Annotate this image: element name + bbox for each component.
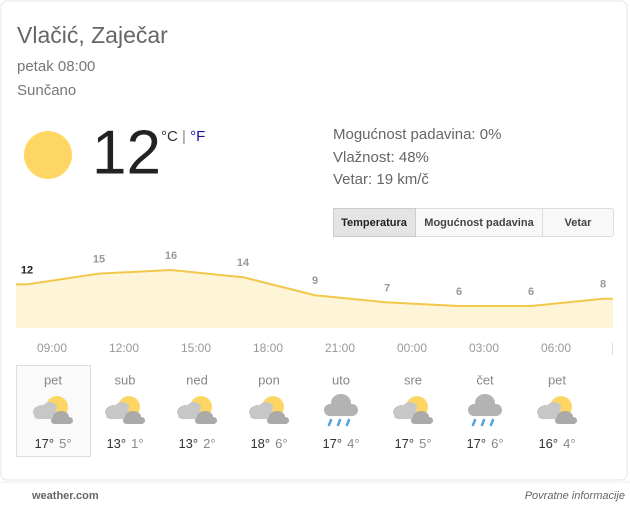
detail: Mogućnost padavina: 0% xyxy=(333,126,501,143)
high: 17° xyxy=(34,436,54,451)
detail: Vetar: 19 km/č xyxy=(333,171,429,188)
day-card[interactable]: pon 18° 6° xyxy=(249,372,289,451)
tab[interactable]: Temperatura xyxy=(341,217,408,229)
day-card[interactable]: čet 17° 6° xyxy=(466,372,503,451)
low: 1° xyxy=(131,436,143,451)
high: 17° xyxy=(322,436,342,451)
high: 17° xyxy=(466,436,486,451)
time-label: 03:00 xyxy=(469,341,499,355)
current-temp: 12 xyxy=(92,118,161,187)
unit-f[interactable]: °F xyxy=(190,128,205,145)
time-label: 15:00 xyxy=(181,341,211,355)
day-card[interactable]: pet 16° 4° xyxy=(537,372,577,451)
day-temps: 17° 6° xyxy=(466,436,503,451)
detail: Vlažnost: 48% xyxy=(333,149,429,166)
low: 5° xyxy=(59,436,71,451)
high: 13° xyxy=(178,436,198,451)
temp-label: 7 xyxy=(384,282,390,294)
day-temps: 17° 5° xyxy=(394,436,431,451)
day-temps: 18° 6° xyxy=(250,436,287,451)
day-temps: 16° 4° xyxy=(538,436,575,451)
day-name: uto xyxy=(332,372,350,387)
condition: Sunčano xyxy=(17,82,76,99)
card-border xyxy=(0,0,628,481)
tab[interactable]: Vetar xyxy=(565,217,593,229)
day-name: pon xyxy=(258,372,280,387)
temp-label: 14 xyxy=(237,257,250,269)
time-label: 21:00 xyxy=(325,341,355,355)
temp-label: 12 xyxy=(21,264,33,276)
day-card[interactable]: sub 13° 1° xyxy=(105,372,145,451)
low: 5° xyxy=(419,436,431,451)
time-label: 06:00 xyxy=(541,341,571,355)
day-card[interactable]: ned 13° 2° xyxy=(177,372,217,451)
high: 17° xyxy=(394,436,414,451)
location: Vlačić, Zaječar xyxy=(17,22,168,48)
day-card[interactable]: sre 17° 5° xyxy=(393,372,433,451)
unit-c[interactable]: °C xyxy=(161,128,178,145)
low: 2° xyxy=(203,436,215,451)
low: 4° xyxy=(347,436,359,451)
day-name: pet xyxy=(44,372,62,387)
temp-label: 15 xyxy=(93,254,105,266)
tab[interactable]: Mogućnost padavina xyxy=(424,217,534,229)
day-temps: 17° 5° xyxy=(34,436,71,451)
day-card[interactable]: uto 17° 4° xyxy=(322,372,359,451)
day-name: pet xyxy=(548,372,566,387)
tab-selected[interactable] xyxy=(333,208,416,237)
high: 13° xyxy=(106,436,126,451)
time-label: 12:00 xyxy=(109,341,139,355)
day-name: čet xyxy=(476,372,494,387)
time-label: 18:00 xyxy=(253,341,283,355)
temp-area xyxy=(16,270,613,328)
day-temps: 13° 1° xyxy=(106,436,143,451)
high: 18° xyxy=(250,436,270,451)
sun-icon xyxy=(24,131,72,179)
source[interactable]: weather.com xyxy=(31,490,99,502)
temp-label: 6 xyxy=(456,286,462,298)
low: 6° xyxy=(275,436,287,451)
unit-sep: | xyxy=(178,128,190,145)
temp-label: 9 xyxy=(312,275,318,287)
day-temps: 17° 4° xyxy=(322,436,359,451)
feedback[interactable]: Povratne informacije xyxy=(525,490,625,502)
temp-label: 8 xyxy=(600,279,606,291)
temp-line xyxy=(16,268,613,307)
time-label: 09:00 xyxy=(37,341,67,355)
temp-label: 6 xyxy=(528,286,534,298)
units: °C | °F xyxy=(161,128,205,145)
temp-label: 16 xyxy=(165,250,177,262)
time: petak 08:00 xyxy=(17,58,95,75)
day-card[interactable]: pet 17° 5° xyxy=(33,372,73,451)
day-temps: 13° 2° xyxy=(178,436,215,451)
high: 16° xyxy=(538,436,558,451)
low: 4° xyxy=(563,436,575,451)
day-name: ned xyxy=(186,372,208,387)
low: 6° xyxy=(491,436,503,451)
time-label: 00:00 xyxy=(397,341,427,355)
day-name: sre xyxy=(404,372,422,387)
day-name: sub xyxy=(115,372,136,387)
